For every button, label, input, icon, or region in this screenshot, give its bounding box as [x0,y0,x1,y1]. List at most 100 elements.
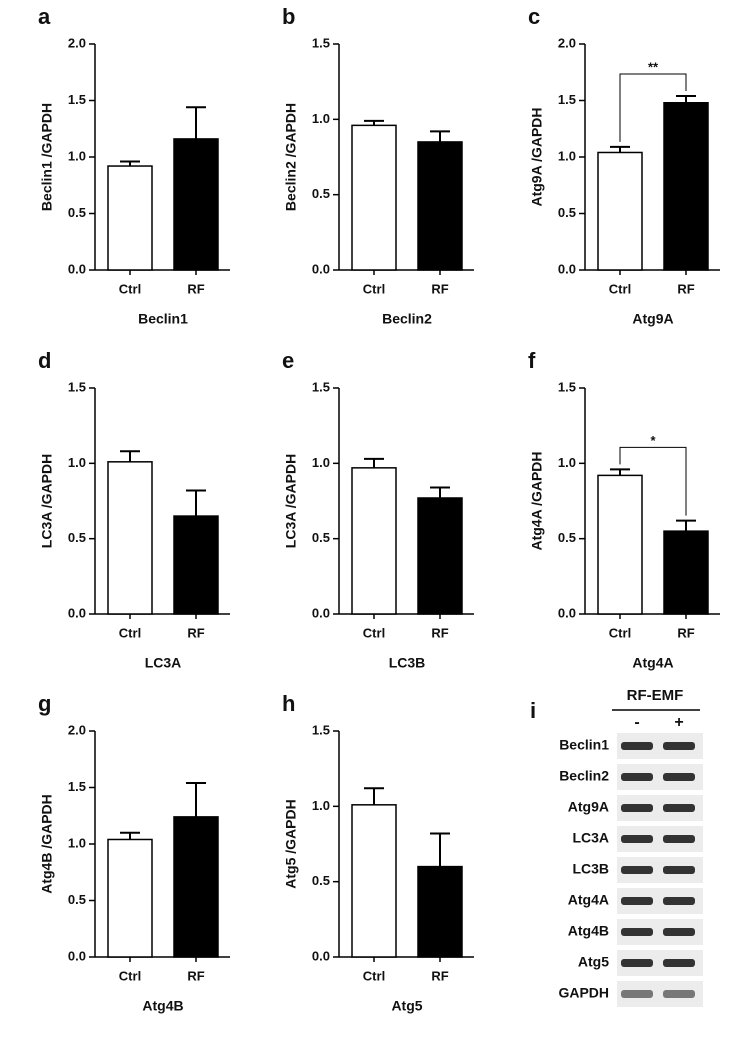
gel-row-label: Beclin1 [559,737,609,753]
gel-band [663,928,695,936]
panel-letter: i [530,698,536,723]
gel-band [621,990,653,998]
y-tick-label: 0.5 [558,530,576,545]
gel-band [663,959,695,967]
bar [173,515,219,615]
y-tick-label: 1.0 [558,148,576,163]
y-tick-label: 1.5 [312,35,330,50]
gel-band [663,897,695,905]
x-tick-label: RF [431,968,448,983]
y-axis-label: Beclin2 /GAPDH [283,103,299,211]
panel-letter: h [282,691,295,716]
x-tick-label: RF [677,625,694,640]
y-tick-label: 2.0 [68,35,86,50]
gel-band [663,804,695,812]
y-tick-label: 0.0 [68,948,86,963]
significance-label: ** [648,59,659,74]
y-tick-label: 1.0 [312,111,330,126]
y-tick-label: 2.0 [558,35,576,50]
y-tick-label: 0.5 [558,205,576,220]
gel-band [621,804,653,812]
y-axis-label: Atg4B /GAPDH [39,794,55,894]
gel-row-label: Atg4B [568,923,609,939]
x-tick-label: Ctrl [609,281,631,296]
gel-band [621,773,653,781]
bar [663,530,709,615]
y-tick-label: 1.0 [558,455,576,470]
x-tick-label: Ctrl [119,968,141,983]
x-tick-label: RF [187,968,204,983]
bar [597,474,643,615]
x-axis-label: Atg4B [142,998,183,1014]
bar [173,138,219,271]
y-tick-label: 1.0 [68,455,86,470]
bar [417,865,463,958]
y-tick-label: 0.5 [312,873,330,888]
y-axis-label: Atg4A /GAPDH [529,451,545,550]
panel-letter: f [528,348,536,373]
y-tick-label: 1.5 [68,379,86,394]
gel-band [621,742,653,750]
x-axis-label: LC3B [389,655,426,671]
y-axis-label: Atg9A /GAPDH [529,107,545,206]
significance-bracket [619,446,687,516]
panel-letter: e [282,348,294,373]
y-tick-label: 1.5 [312,379,330,394]
y-tick-label: 0.0 [312,605,330,620]
x-axis-label: Atg9A [632,311,673,327]
x-axis-label: Beclin1 [138,311,188,327]
x-tick-label: RF [431,281,448,296]
y-axis-label: LC3A /GAPDH [39,454,55,548]
bar [417,141,463,271]
y-axis-label: LC3A /GAPDH [283,454,299,548]
panel-letter: d [38,348,51,373]
gel-row-label: LC3B [572,861,609,877]
gel-band [621,835,653,843]
y-tick-label: 1.0 [312,798,330,813]
y-tick-label: 0.5 [68,205,86,220]
gel-row-label: Beclin2 [559,768,609,784]
lane-label: + [674,714,683,731]
x-tick-label: Ctrl [363,968,385,983]
x-tick-label: Ctrl [609,625,631,640]
y-tick-label: 0.0 [558,261,576,276]
y-axis-label: Beclin1 /GAPDH [39,103,55,211]
significance-label: * [650,433,656,448]
y-tick-label: 1.5 [68,92,86,107]
x-axis-label: Beclin2 [382,311,432,327]
y-tick-label: 1.5 [68,779,86,794]
x-tick-label: Ctrl [363,625,385,640]
y-tick-label: 0.0 [68,261,86,276]
y-tick-label: 2.0 [68,722,86,737]
gel-band [621,897,653,905]
bar [417,497,463,615]
y-tick-label: 0.0 [312,261,330,276]
bar [597,151,643,271]
gel-band [663,773,695,781]
y-tick-label: 0.0 [558,605,576,620]
y-tick-label: 1.5 [558,92,576,107]
gel-band [621,928,653,936]
gel-row-label: Atg4A [568,892,609,908]
x-tick-label: RF [677,281,694,296]
x-axis-label: Atg5 [391,998,422,1014]
y-tick-label: 1.5 [312,722,330,737]
gel-band [663,835,695,843]
y-tick-label: 0.5 [68,892,86,907]
y-tick-label: 0.5 [312,186,330,201]
x-tick-label: Ctrl [119,281,141,296]
x-axis-label: Atg4A [632,655,673,671]
x-tick-label: RF [431,625,448,640]
y-tick-label: 0.0 [312,948,330,963]
y-tick-label: 1.0 [68,835,86,850]
gel-title: RF-EMF [627,687,684,704]
y-tick-label: 0.5 [68,530,86,545]
gel-band [663,866,695,874]
gel-row-label: GAPDH [558,985,609,1001]
bar [107,461,153,615]
panel-letter: b [282,4,295,29]
y-tick-label: 1.0 [68,148,86,163]
x-tick-label: RF [187,625,204,640]
gel-band [621,959,653,967]
gel-row-label: LC3A [572,830,609,846]
